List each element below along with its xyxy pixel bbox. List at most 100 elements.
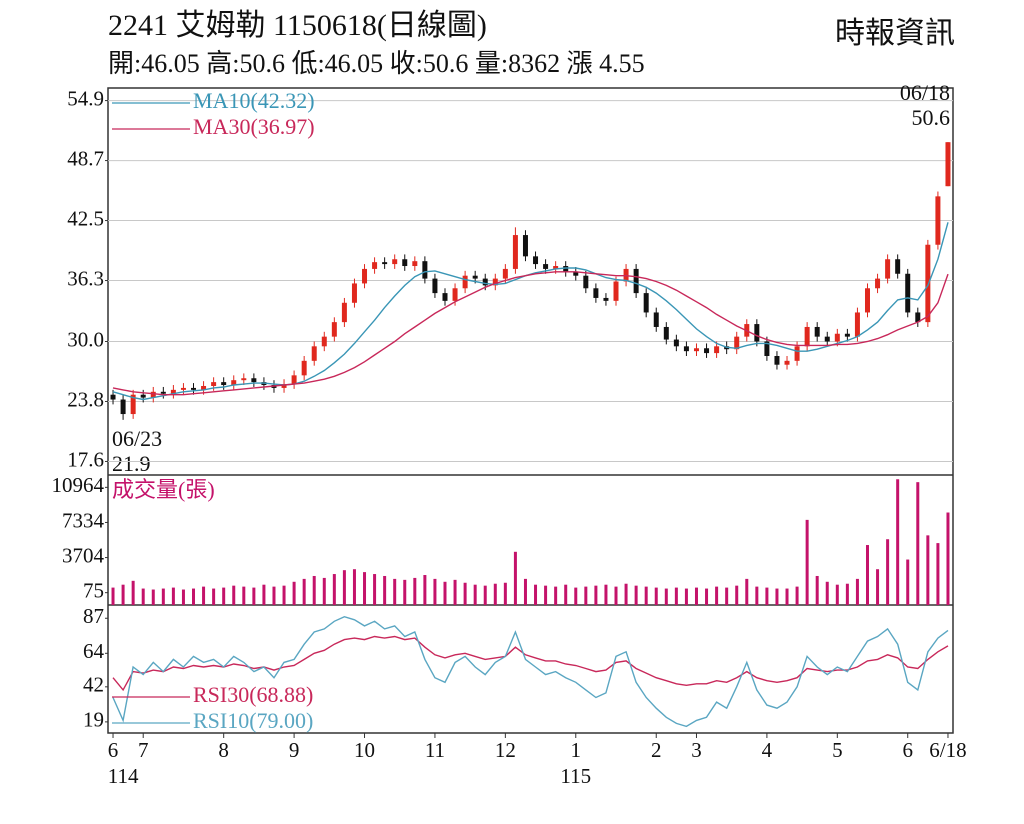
y-tick-label: 7334 — [62, 508, 105, 532]
volume-bar — [403, 579, 407, 605]
x-tick-label: 11 — [425, 738, 445, 762]
volume-bar — [121, 584, 125, 605]
candle-body — [321, 336, 327, 347]
candle-body — [553, 266, 559, 269]
candle-body — [794, 346, 800, 361]
candle-body — [643, 293, 649, 313]
x-tick-label: 6 — [902, 738, 913, 762]
candle-body — [472, 275, 478, 279]
volume-bar — [292, 581, 296, 605]
candle-body — [442, 293, 448, 301]
volume-bar — [694, 587, 698, 605]
volume-bar — [312, 575, 316, 605]
y-tick-label: 19 — [83, 708, 104, 732]
volume-bar — [815, 575, 819, 605]
legend-label: MA30(36.97) — [193, 114, 315, 139]
volume-bar — [513, 551, 517, 605]
volume-bar — [463, 582, 467, 605]
candle-body — [673, 339, 679, 347]
candle-body — [885, 259, 891, 279]
volume-bar — [523, 578, 527, 605]
x-tick-label: 12 — [495, 738, 516, 762]
x-tick-label: 10 — [354, 738, 375, 762]
volume-bar — [574, 587, 578, 605]
volume-bar — [785, 588, 789, 605]
volume-bar — [503, 582, 507, 605]
x-tick-label: 1 — [571, 738, 582, 762]
volume-bar — [654, 587, 658, 605]
volume-bar — [171, 587, 175, 605]
volume-bar — [845, 583, 849, 605]
x-tick-label: 2 — [651, 738, 662, 762]
volume-bar — [111, 587, 115, 605]
candle-body — [804, 326, 810, 347]
line — [112, 615, 949, 728]
candle-body — [854, 312, 860, 337]
volume-bar — [232, 585, 236, 605]
volume-bar — [181, 589, 185, 605]
volume-bar — [332, 574, 336, 605]
volume-bar — [202, 586, 206, 605]
y-tick-label: 17.6 — [67, 447, 104, 471]
candle-body — [704, 348, 710, 354]
candle-body — [502, 268, 508, 279]
volume-bar — [755, 586, 759, 605]
y-tick-label: 87 — [83, 604, 104, 628]
candle-body — [482, 278, 488, 286]
candle-body — [402, 259, 408, 267]
candle-body — [120, 399, 126, 415]
volume-bar — [604, 584, 608, 605]
candle-body — [734, 336, 740, 350]
volume-bar — [936, 543, 940, 605]
candle-body — [774, 355, 780, 365]
y-tick-label: 42.5 — [67, 206, 104, 230]
panel-title: 成交量(張) — [112, 477, 215, 502]
candle-body — [432, 278, 438, 294]
candle-body — [392, 259, 398, 265]
legend-label: RSI30(68.88) — [193, 682, 313, 707]
candle-body — [915, 312, 921, 323]
candle-body — [935, 196, 941, 245]
candle-body — [362, 268, 368, 284]
volume-bar — [413, 577, 417, 605]
volume-bar — [906, 559, 910, 605]
y-tick-label: 30.0 — [67, 327, 104, 351]
volume-bar — [161, 588, 165, 605]
volume-bar — [775, 588, 779, 605]
volume-bar — [916, 482, 920, 605]
line — [112, 222, 949, 401]
candle-body — [301, 360, 307, 376]
volume-bar — [896, 479, 900, 605]
candle-body — [593, 288, 599, 298]
chart-title: 2241 艾姆勒 1150618(日線圖) — [108, 9, 487, 42]
volume-bar — [473, 584, 477, 605]
candle-body — [110, 394, 116, 400]
volume-bar — [674, 587, 678, 605]
volume-bar — [534, 584, 538, 605]
candle-body — [211, 382, 217, 386]
x-tick-label: 6/18 — [929, 738, 966, 762]
candle-body — [372, 262, 378, 269]
candle-body — [522, 235, 528, 257]
volume-bar — [876, 569, 880, 605]
candle-body — [613, 281, 619, 301]
volume-bar — [745, 578, 749, 605]
x-tick-label: 8 — [218, 738, 229, 762]
volume-bar — [302, 578, 306, 605]
x-tick-label: 5 — [832, 738, 843, 762]
high-price: 50.6 — [912, 105, 951, 130]
year-label: 114 — [108, 764, 139, 788]
volume-bar — [614, 586, 618, 605]
volume-bar — [282, 585, 286, 605]
candle-body — [714, 346, 720, 354]
x-tick-label: 6 — [108, 738, 119, 762]
volume-bar — [493, 583, 497, 605]
line — [112, 635, 949, 692]
volume-bar — [735, 585, 739, 605]
candle-body — [945, 142, 951, 187]
volume-bar — [584, 586, 588, 605]
volume-bar — [483, 585, 487, 605]
volume-bar — [342, 570, 346, 605]
volume-bar — [624, 583, 628, 605]
